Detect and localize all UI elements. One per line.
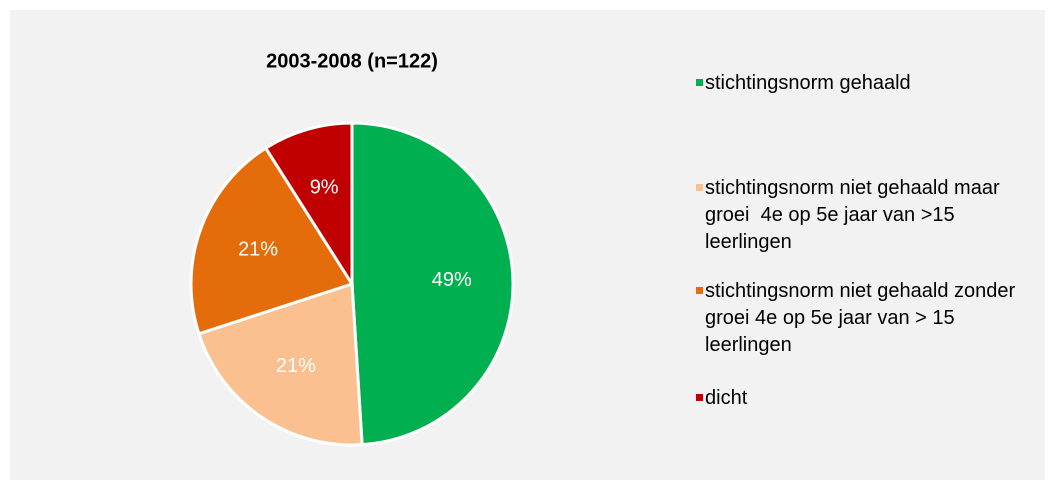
pie-slice [263, 121, 354, 290]
legend-label: stichtingsnorm niet gehaald zonder groei… [705, 280, 1021, 356]
legend-label: dicht [705, 387, 748, 409]
legend-swatch [696, 287, 703, 294]
data-label: 9% [310, 176, 339, 198]
legend-swatch [696, 79, 703, 86]
pie-slice [196, 281, 364, 447]
chart-title: 2003-2008 (n=122) [266, 50, 438, 72]
chart-background [10, 10, 1045, 480]
legend-swatch [696, 184, 703, 191]
pie-slice [189, 145, 355, 336]
legend-label: stichtingsnorm gehaald [705, 72, 911, 94]
legend-swatch [696, 394, 703, 401]
legend-label: stichtingsnorm niet gehaald maar groei 4… [705, 177, 1006, 253]
pie-slice [350, 121, 515, 447]
data-label: 21% [276, 355, 316, 377]
data-label: 49% [432, 269, 472, 291]
data-label: 21% [238, 238, 278, 260]
